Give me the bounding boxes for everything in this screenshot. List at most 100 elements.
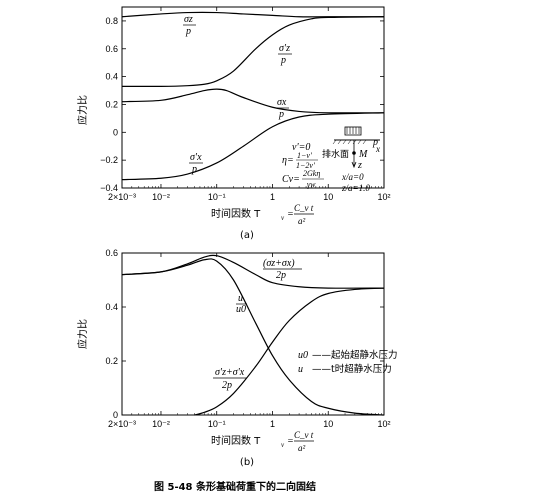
label-b3-num: σ'z+σ'x <box>215 367 245 378</box>
panel-a-series-line-3 <box>121 112 385 181</box>
panel-b-lines <box>121 254 385 416</box>
panel-b-series-line-0 <box>121 254 385 289</box>
panel-a-lines <box>121 11 385 181</box>
panel-a-xlabel-num: C_v t <box>294 203 314 213</box>
z-label: z <box>357 160 362 171</box>
panel-b-xtick-label: 1 <box>270 419 275 429</box>
annot-cv: Cv= 2Gkη γw <box>282 169 324 189</box>
legend-b: u0 ——起始超静水压力 u ——t时超静水压力 <box>298 349 398 375</box>
panel-b-ytick-label: 0.2 <box>105 356 118 366</box>
panel-a-ytick-label: 0.6 <box>105 44 118 54</box>
panel-b-xlabel-sub: v <box>281 441 285 449</box>
panel-a-ytick-label: 0.2 <box>105 99 118 109</box>
drain-surface-label: 排水面 <box>322 148 349 160</box>
panel-b-xlabel-eq: = <box>287 436 294 447</box>
panel-a-frame <box>121 6 385 189</box>
panel-a-ytick-label: −0.4 <box>100 183 118 193</box>
panel-b-series-line-2 <box>194 287 385 416</box>
label-b2-num: u <box>238 293 243 304</box>
panel-b: 2×10⁻³ 10⁻² 10⁻¹ 1 10 10² 0 0.2 0.4 0.6 应力比 时间因数 … <box>76 248 398 468</box>
panel-a-xtick-label: 10² <box>377 192 390 202</box>
figure-caption: 图 5-48 条形基础荷重下的二向固结 <box>154 480 316 493</box>
panel-b-label: (b) <box>240 457 254 468</box>
xa-label: x/a=0 <box>341 172 364 182</box>
panel-a-label: (a) <box>240 230 254 241</box>
panel-b-xlabel-den: a² <box>298 443 306 453</box>
panel-a-xlabel-sub: v <box>281 214 285 222</box>
panel-a-xlabel-text: 时间因数 T <box>211 207 261 220</box>
panel-a-xtick-label: 10⁻¹ <box>208 192 226 202</box>
panel-a-series-line-1 <box>121 16 385 88</box>
panel-a-xtick-label: 10⁻² <box>152 192 170 202</box>
panel-a-xtick-label: 10 <box>323 192 333 202</box>
panel-a-xtick-label: 2×10⁻³ <box>108 192 136 202</box>
panel-b-xtick-label: 10 <box>323 419 333 429</box>
panel-b-ytick-label: 0.6 <box>105 248 118 258</box>
label-spx-num: σ'x <box>190 152 202 163</box>
label-spx: σ'x p <box>189 152 203 175</box>
label-spz-den: p <box>280 55 286 66</box>
annot-cv-den: γw <box>307 180 316 189</box>
panel-b-xtick-label: 10⁻¹ <box>208 419 226 429</box>
za-label: z/a=1.0 <box>341 183 370 193</box>
legend-u-text: ——t时超静水压力 <box>312 363 392 375</box>
panel-b-series-line-1 <box>121 258 385 416</box>
label-sx: σx p <box>276 97 289 120</box>
panel-b-xtick-label: 10² <box>377 419 390 429</box>
label-sx-num: σx <box>277 97 287 108</box>
label-b3-den: 2p <box>222 380 232 391</box>
panel-b-xtick-label: 2×10⁻³ <box>108 419 136 429</box>
panel-a-ylabel: 应力比 <box>76 95 89 125</box>
panel-a-ytick-label: 0.8 <box>105 16 118 26</box>
label-sz: σz p <box>183 14 196 37</box>
p-label: p <box>372 137 378 148</box>
annot-eta-den: 1−2ν' <box>296 161 315 170</box>
panel-b-ticks: 2×10⁻³ 10⁻² 10⁻¹ 1 10 10² 0 0.2 0.4 0.6 <box>105 248 390 429</box>
z-arrow-icon <box>351 161 357 169</box>
panel-a-ytick-label: 0.4 <box>105 72 118 82</box>
panel-b-xtick-label: 10⁻² <box>152 419 170 429</box>
panel-b-xlabel-text: 时间因数 T <box>211 434 261 447</box>
panel-a-ticks: 2×10⁻³ 10⁻² 10⁻¹ 1 10 10² −0.4 −0.2 0 0.2 0.4 0.6 0.… <box>100 7 391 202</box>
annot-cv-pre: Cv= <box>282 174 300 185</box>
panel-b-frame <box>121 252 385 416</box>
panel-a-xlabel-den: a² <box>298 216 306 226</box>
legend-u0-text: ——起始超静水压力 <box>312 349 398 361</box>
legend-u-sym: u <box>298 364 303 375</box>
x-label: x <box>375 144 380 154</box>
label-b1-num: (σz+σx) <box>263 258 295 269</box>
schematic-inset: M z p x 排水面 x/a=0 z/a=1.0 <box>322 126 380 193</box>
annot-cv-num: 2Gkη <box>303 169 320 178</box>
label-b3: σ'z+σ'x 2p <box>213 367 247 391</box>
annot-eta-num: 1−ν' <box>297 151 312 160</box>
annot-eta: η= 1−ν' 1−2ν' <box>282 151 318 170</box>
label-spz: σ'z p <box>278 43 292 66</box>
panel-a-ytick-label: −0.2 <box>100 155 118 165</box>
load-arrows <box>346 127 360 134</box>
panel-a-xlabel: 时间因数 T v = C_v t a² <box>211 203 314 226</box>
point-m-marker <box>352 151 356 155</box>
panel-b-ytick-label: 0 <box>113 410 118 420</box>
legend-u0-sym: u0 <box>298 350 308 361</box>
panel-b-xlabel: 时间因数 T v = C_v t a² <box>211 430 314 453</box>
point-m-label: M <box>358 149 368 160</box>
panel-a-series-line-0 <box>121 11 384 18</box>
label-b2: u u0 <box>236 293 247 315</box>
panel-a-xlabel-eq: = <box>287 209 294 220</box>
drain-hatch <box>332 139 367 145</box>
label-spx-den: p <box>191 164 197 175</box>
label-b2-den: u0 <box>236 304 246 315</box>
label-spz-num: σ'z <box>279 43 290 54</box>
panel-a-xtick-label: 1 <box>270 192 275 202</box>
label-b1: (σz+σx) 2p <box>263 258 302 281</box>
label-b1-den: 2p <box>276 270 286 281</box>
panel-b-ylabel: 应力比 <box>76 319 89 349</box>
panel-b-ytick-label: 0.4 <box>105 302 118 312</box>
panel-b-xlabel-num: C_v t <box>294 430 314 440</box>
panel-a: 2×10⁻³ 10⁻² 10⁻¹ 1 10 10² −0.4 −0.2 0 0.2 0.4 0.6 0.… <box>76 6 391 241</box>
annot-eta-pre: η= <box>282 155 294 166</box>
label-sz-den: p <box>185 26 191 37</box>
label-sx-den: p <box>278 109 284 120</box>
label-sz-num: σz <box>184 14 193 25</box>
